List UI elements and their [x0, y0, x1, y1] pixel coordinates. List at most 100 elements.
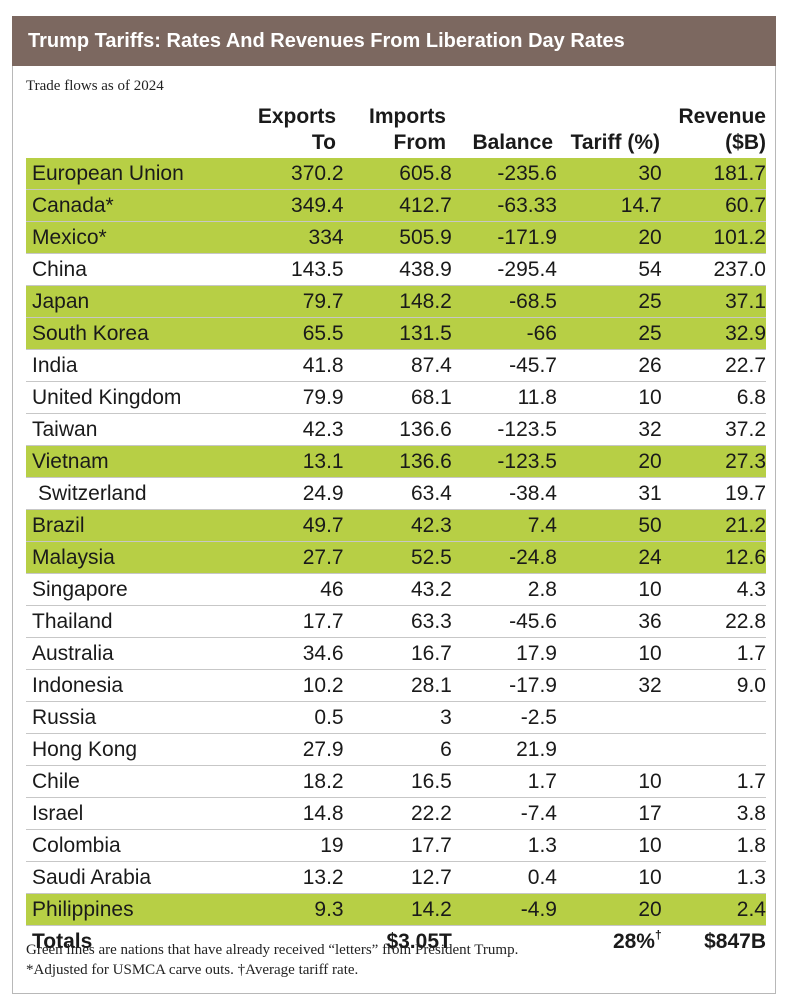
balance-cell: 2.8 [451, 573, 557, 606]
balance-cell: -295.4 [451, 253, 557, 286]
table-row: Indonesia 10.2 28.1 -17.9 32 9.0 [26, 669, 766, 702]
tariff-cell: 10 [556, 829, 662, 862]
header-tariff-line1: Tariff (%) [570, 131, 660, 154]
tariff-cell: 10 [556, 381, 662, 414]
country-cell: Malaysia [26, 541, 246, 574]
imports-cell: 505.9 [343, 221, 452, 254]
balance-cell: 17.9 [451, 637, 557, 670]
imports-cell: 43.2 [343, 573, 452, 606]
country-cell: Singapore [26, 573, 246, 606]
country-cell: Brazil [26, 509, 246, 542]
balance-cell: 21.9 [451, 733, 557, 766]
country-cell: Philippines [26, 893, 246, 926]
imports-cell: 148.2 [343, 285, 452, 318]
exports-cell: 46 [245, 573, 344, 606]
tariff-cell: 32 [556, 669, 662, 702]
header-imports-line2: From [393, 131, 447, 154]
exports-cell: 34.6 [245, 637, 344, 670]
tariff-cell: 25 [556, 285, 662, 318]
revenue-cell [661, 733, 766, 766]
table-row: Colombia 19 17.7 1.3 10 1.8 [26, 829, 766, 862]
country-cell: Canada* [26, 189, 246, 222]
exports-cell: 18.2 [245, 765, 344, 798]
exports-cell: 334 [245, 221, 344, 254]
table-row: Saudi Arabia 13.2 12.7 0.4 10 1.3 [26, 861, 766, 894]
table-row: Canada* 349.4 412.7 -63.33 14.7 60.7 [26, 189, 766, 222]
exports-cell: 17.7 [245, 605, 344, 638]
header-exports-line2: To [311, 131, 336, 154]
tariff-cell: 25 [556, 317, 662, 350]
country-cell: Thailand [26, 605, 246, 638]
country-cell: Colombia [26, 829, 246, 862]
balance-cell: 1.3 [451, 829, 557, 862]
country-cell: Australia [26, 637, 246, 670]
revenue-cell: 101.2 [661, 221, 766, 254]
revenue-cell: 3.8 [661, 797, 766, 830]
exports-cell: 349.4 [245, 189, 344, 222]
revenue-cell: 237.0 [661, 253, 766, 286]
imports-cell: 52.5 [343, 541, 452, 574]
table-row: European Union 370.2 605.8 -235.6 30 181.7 [26, 158, 766, 190]
revenue-cell: 1.8 [661, 829, 766, 862]
revenue-cell: 19.7 [661, 477, 766, 510]
country-cell: China [26, 253, 246, 286]
revenue-cell: 22.8 [661, 605, 766, 638]
country-cell: Japan [26, 285, 246, 318]
exports-cell: 13.2 [245, 861, 344, 894]
header-imports: Imports From [336, 104, 446, 156]
balance-cell: -45.6 [451, 605, 557, 638]
revenue-cell: 6.8 [661, 381, 766, 414]
table-row: Malaysia 27.7 52.5 -24.8 24 12.6 [26, 541, 766, 574]
country-cell: Switzerland [26, 477, 246, 510]
country-cell: South Korea [26, 317, 246, 350]
table-row: Philippines 9.3 14.2 -4.9 20 2.4 [26, 893, 766, 926]
imports-cell: 42.3 [343, 509, 452, 542]
balance-cell: -24.8 [451, 541, 557, 574]
table-row: Mexico* 334 505.9 -171.9 20 101.2 [26, 221, 766, 254]
header-revenue: Revenue ($B) [660, 104, 766, 156]
totals-row: Totals $3.05T 28%† $847B [26, 926, 766, 958]
tariff-cell: 31 [556, 477, 662, 510]
revenue-cell: 2.4 [661, 893, 766, 926]
header-tariff: Tariff (%) [553, 130, 660, 156]
exports-cell: 24.9 [245, 477, 344, 510]
imports-cell: 22.2 [343, 797, 452, 830]
table-row: Chile 18.2 16.5 1.7 10 1.7 [26, 765, 766, 798]
exports-cell: 143.5 [245, 253, 344, 286]
imports-cell: 3 [343, 701, 452, 734]
table-row: Australia 34.6 16.7 17.9 10 1.7 [26, 637, 766, 670]
table-row: Israel 14.8 22.2 -7.4 17 3.8 [26, 797, 766, 830]
imports-cell: 605.8 [343, 158, 452, 190]
exports-cell: 42.3 [245, 413, 344, 446]
table-row: India 41.8 87.4 -45.7 26 22.7 [26, 349, 766, 382]
header-exports: Exports To [236, 104, 336, 156]
table-row: Russia 0.5 3 -2.5 [26, 701, 766, 734]
country-cell: Russia [26, 701, 246, 734]
totals-label: Totals [32, 930, 93, 953]
exports-cell: 27.9 [245, 733, 344, 766]
balance-cell: -2.5 [451, 701, 557, 734]
revenue-cell: 181.7 [661, 158, 766, 190]
tariff-cell [556, 701, 662, 734]
imports-cell: 6 [343, 733, 452, 766]
balance-cell: 7.4 [451, 509, 557, 542]
imports-cell: 438.9 [343, 253, 452, 286]
balance-cell: -17.9 [451, 669, 557, 702]
exports-cell: 370.2 [245, 158, 344, 190]
imports-cell: 87.4 [343, 349, 452, 382]
tariff-cell: 20 [556, 221, 662, 254]
revenue-cell: 1.3 [661, 861, 766, 894]
tariff-cell: 20 [556, 893, 662, 926]
exports-cell: 49.7 [245, 509, 344, 542]
revenue-cell: 27.3 [661, 445, 766, 478]
table-row: Switzerland 24.9 63.4 -38.4 31 19.7 [26, 477, 766, 510]
balance-cell: -235.6 [451, 158, 557, 190]
tariff-cell [556, 733, 662, 766]
totals-revenue: $847B [704, 930, 766, 953]
revenue-cell [661, 701, 766, 734]
tariff-cell: 26 [556, 349, 662, 382]
exports-cell: 65.5 [245, 317, 344, 350]
tariff-cell: 17 [556, 797, 662, 830]
imports-cell: 136.6 [343, 445, 452, 478]
totals-tariff-value: 28% [612, 930, 655, 953]
